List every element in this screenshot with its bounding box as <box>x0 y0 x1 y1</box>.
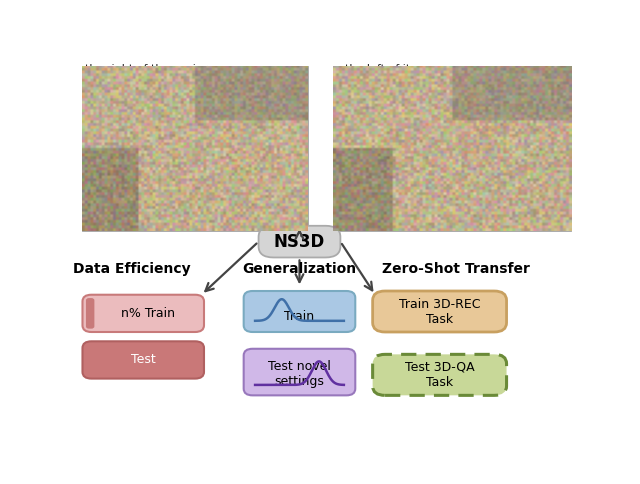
Text: Zero-Shot Transfer: Zero-Shot Transfer <box>382 262 530 276</box>
Text: NS3D: NS3D <box>274 233 325 251</box>
FancyBboxPatch shape <box>83 341 204 378</box>
Text: Generalization: Generalization <box>243 262 356 276</box>
FancyBboxPatch shape <box>372 354 507 395</box>
Text: Test novel
settings: Test novel settings <box>268 360 331 388</box>
FancyBboxPatch shape <box>244 291 355 332</box>
Text: Train: Train <box>284 310 314 323</box>
FancyBboxPatch shape <box>86 298 94 329</box>
Text: Test: Test <box>131 353 156 366</box>
Text: the right of the copier.: the right of the copier. <box>85 64 210 74</box>
FancyBboxPatch shape <box>259 226 340 257</box>
Text: Train 3D-REC
Task: Train 3D-REC Task <box>399 298 481 326</box>
Text: Test 3D-QA
Task: Test 3D-QA Task <box>404 361 474 389</box>
Text: the left of it.: the left of it. <box>346 64 414 74</box>
FancyBboxPatch shape <box>83 295 204 332</box>
FancyBboxPatch shape <box>244 349 355 395</box>
Text: Data Efficiency: Data Efficiency <box>73 262 191 276</box>
FancyBboxPatch shape <box>372 291 507 332</box>
Text: n% Train: n% Train <box>121 307 175 320</box>
